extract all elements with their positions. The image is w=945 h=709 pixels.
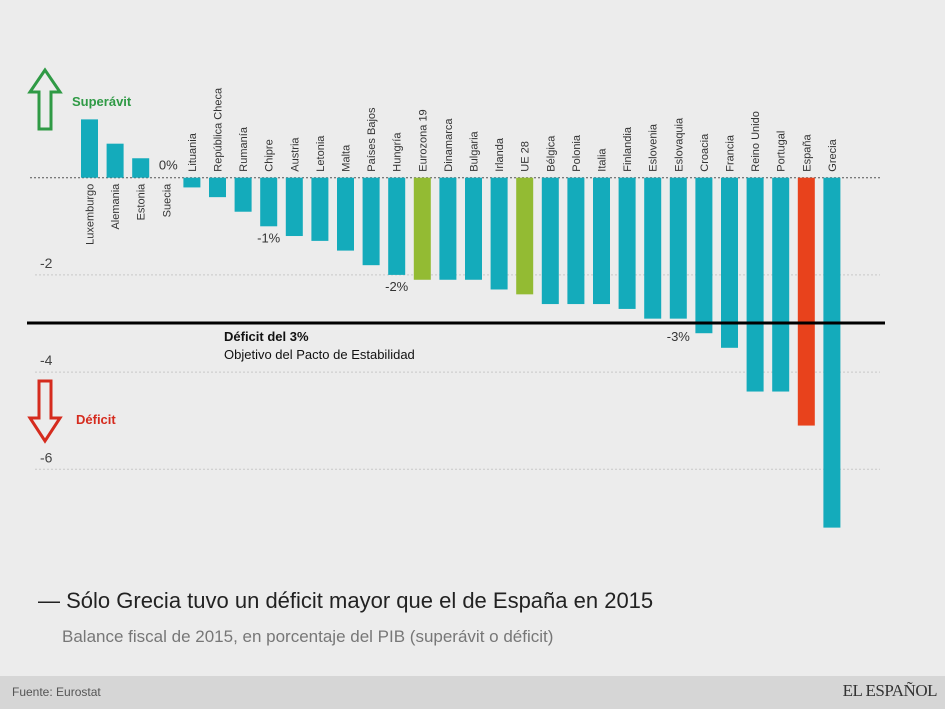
bar-reino-unido [746,177,764,392]
category-label: Dinamarca [443,118,455,172]
chart-subtitle: Balance fiscal de 2015, en porcentaje de… [62,627,554,646]
bar-bulgaria [465,177,482,280]
y-tick-label: -2 [40,255,53,271]
bar-letonia [311,177,329,241]
bar-luxemburgo [81,119,98,178]
bar-eurozona-19 [413,177,431,280]
category-label: España [801,134,813,172]
bar-estonia [132,158,150,178]
footer: Fuente: Eurostat EL ESPAÑOL [0,676,945,709]
category-label: Grecia [827,138,839,171]
category-label: Bulgaria [469,130,481,171]
y-tick-label: -4 [40,352,53,368]
annotation-label: -3% [667,329,691,344]
category-label: Hungría [392,132,404,172]
bar-chart: -2 -4 -6 Luxemburgo Alemania Estonia Suecia Li… [27,67,885,528]
category-label: Países Bajos [366,107,378,172]
el-espanol-logo: EL ESPAÑOL [842,681,938,700]
category-label: Polonia [571,134,583,172]
bar-eslovenia [644,177,662,319]
annotation-label: -2% [385,279,409,294]
category-label: Suecia [161,183,173,218]
category-label: Malta [341,144,353,172]
reference-line-title: Déficit del 3% [224,329,309,344]
bar-malta [337,177,354,251]
category-label: República Checa [213,87,225,172]
category-label: Chipre [264,139,276,171]
category-label: Croacia [699,133,711,172]
bar-chipre [260,177,278,227]
category-label: Eslovenia [648,123,660,172]
surplus-label: Superávit [72,94,132,109]
bar-irlanda [490,177,508,290]
bar-finlandia [618,177,636,309]
bar-bélgica [541,177,559,305]
category-label: UE 28 [520,141,532,172]
bar-ue-28 [516,177,534,295]
bar-república-checa [209,177,226,198]
bar-españa [797,177,815,426]
category-label: Luxemburgo [85,184,97,245]
deficit-label: Déficit [76,412,116,427]
bar-portugal [772,177,790,392]
bar-alemania [106,143,124,178]
category-label: Eslovaquia [673,117,685,172]
bar-croacia [695,177,713,334]
bar-austria [285,177,303,237]
bar-dinamarca [439,177,457,280]
bar-polonia [567,177,585,305]
category-label: Italia [597,148,609,172]
chart-title: — Sólo Grecia tuvo un déficit mayor que … [38,588,654,613]
bar-italia [593,177,610,305]
bar-países-bajos [362,177,380,266]
bar-lituania [183,177,201,188]
deficit-arrow-icon [27,379,63,444]
category-label: Alemania [110,183,122,230]
category-label: Letonia [315,135,327,172]
bar-grecia [823,177,841,528]
bar-rumanía [234,177,252,212]
annotation-label: 0% [159,158,178,173]
y-tick-label: -6 [40,449,53,465]
category-label: Estonia [136,183,148,221]
category-label: Austria [289,137,301,172]
bar-hungría [388,177,406,275]
category-label: Portugal [776,131,788,172]
surplus-arrow-icon [27,67,63,131]
category-label: Francia [725,134,737,172]
category-label: Irlanda [494,137,506,172]
source-text: Fuente: Eurostat [12,685,101,699]
category-label: Eurozona 19 [417,109,429,171]
annotation-label: -1% [257,230,281,245]
bar-eslovaquia [669,177,687,319]
category-label: Reino Unido [750,111,762,172]
reference-line-label: Objetivo del Pacto de Estabilidad [224,347,415,362]
category-label: Rumanía [238,126,250,172]
category-label: Lituania [187,132,199,171]
category-label: Bélgica [545,135,557,172]
bar-francia [721,177,738,348]
category-label: Finlandia [622,126,634,172]
